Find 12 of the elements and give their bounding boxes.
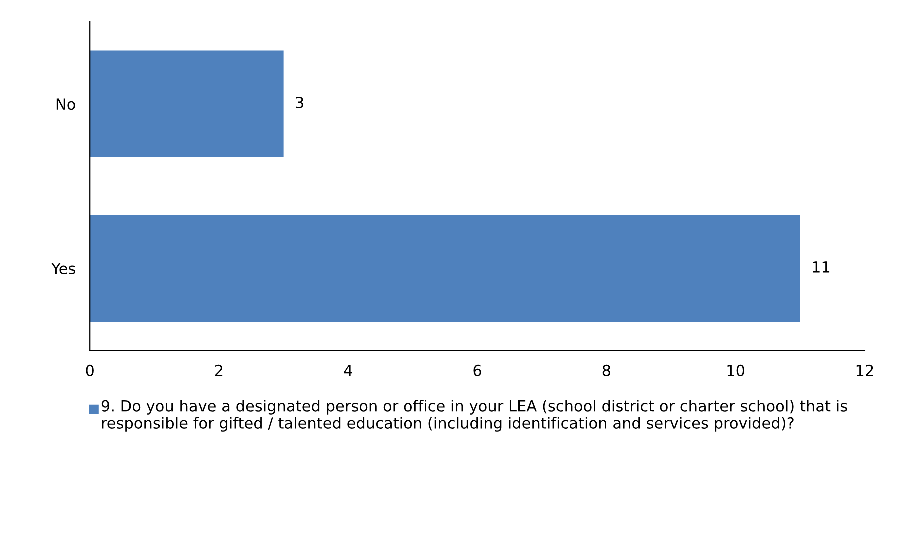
x-tick-label: 10 bbox=[728, 364, 745, 376]
legend-label: 9. Do you have a designated person or office in your LEA (school district or charter school) that is responsible for gifted / talented education (including identification and services provided)? bbox=[102, 400, 848, 432]
x-tick-label: 8 bbox=[602, 364, 610, 376]
x-tick-label: 0 bbox=[86, 364, 94, 376]
data-label: 11 bbox=[813, 262, 830, 273]
x-tick-label: 4 bbox=[344, 365, 352, 376]
x-tick-label: 2 bbox=[216, 364, 223, 376]
data-label: 3 bbox=[296, 96, 304, 109]
y-tick-label: Yes bbox=[52, 263, 76, 275]
x-tick-label: 12 bbox=[856, 364, 874, 376]
y-tick-label: No bbox=[56, 98, 76, 110]
x-tick-label: 6 bbox=[474, 364, 482, 376]
